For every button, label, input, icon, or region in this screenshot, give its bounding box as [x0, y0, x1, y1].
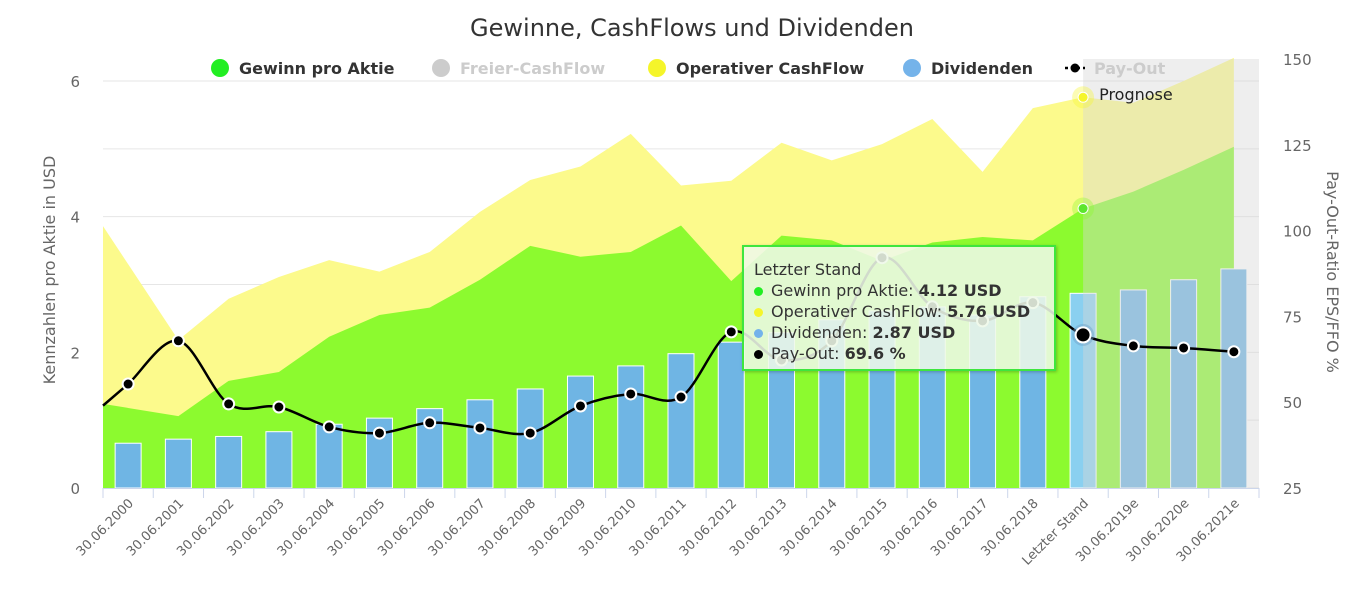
- bar-dividenden: [114, 442, 142, 489]
- legend-label: Operativer CashFlow: [676, 59, 864, 78]
- pay-out-point: [724, 325, 738, 339]
- pay-out-point: [624, 387, 638, 401]
- bar-dividenden: [717, 341, 745, 489]
- tooltip: Letzter Stand Gewinn pro Aktie: 4.12 USD…: [742, 245, 1056, 371]
- bar-dividenden: [164, 438, 192, 489]
- legend-label: Pay-Out: [1094, 59, 1166, 78]
- y-right-tick-label: 100: [1283, 223, 1312, 241]
- bar-dividenden: [265, 431, 293, 489]
- tooltip-row-payout: Pay-Out: 69.6 %: [754, 344, 906, 363]
- pay-out-point: [1126, 339, 1140, 353]
- tooltip-row-dividends: Dividenden: 2.87 USD: [754, 323, 955, 342]
- bar-dividenden: [617, 365, 645, 489]
- area-series: [103, 57, 1234, 488]
- legend: Gewinn pro Aktie Freier-CashFlow Operative…: [211, 59, 1166, 78]
- y-axis-left-title: Kennzahlen pro Aktie in USD: [40, 156, 59, 385]
- bar-dividenden: [566, 375, 594, 489]
- legend-label: Dividenden: [931, 59, 1033, 78]
- eps-dot-icon: [754, 287, 763, 296]
- pay-out-point: [171, 334, 185, 348]
- tooltip-value: 69.6 %: [844, 344, 906, 363]
- tooltip-value: 2.87 USD: [872, 323, 956, 342]
- ocf-dot-icon: [754, 308, 763, 317]
- pay-out-point: [573, 399, 587, 413]
- tooltip-value: 5.76 USD: [947, 302, 1031, 321]
- tooltip-row-eps: Gewinn pro Aktie: 4.12 USD: [754, 281, 1002, 300]
- y-left-tick-label: 4: [70, 209, 80, 227]
- legend-item-freier-cashflow[interactable]: Freier-CashFlow: [432, 59, 605, 78]
- y-left-tick-label: 0: [70, 480, 80, 498]
- y-right-tick-label: 125: [1283, 137, 1312, 155]
- pay-out-point: [1074, 326, 1092, 344]
- legend-dot-icon: [211, 59, 229, 77]
- legend-item-gewinn-pro-aktie[interactable]: Gewinn pro Aktie: [211, 59, 395, 78]
- tooltip-label: Operativer CashFlow:: [771, 302, 948, 321]
- legend-dot-icon: [903, 59, 921, 77]
- legend-item-dividenden[interactable]: Dividenden: [903, 59, 1033, 78]
- hover-marker: [1077, 203, 1089, 215]
- y-right-tick-label: 150: [1283, 51, 1312, 69]
- legend-item-operativer-cashflow[interactable]: Operativer CashFlow: [648, 59, 864, 78]
- tooltip-label: Pay-Out:: [771, 344, 845, 363]
- forecast-band: Prognose: [1072, 59, 1259, 488]
- tooltip-row-ocf: Operativer CashFlow: 5.76 USD: [754, 302, 1030, 321]
- line-series: [102, 251, 1241, 440]
- pay-out-point: [523, 426, 537, 440]
- pay-out-point: [1227, 345, 1241, 359]
- bar-dividenden: [667, 353, 695, 489]
- payout-dot-icon: [754, 350, 763, 359]
- pay-out-point: [272, 400, 286, 414]
- pay-out-point: [372, 426, 386, 440]
- forecast-band-rect: [1083, 59, 1259, 488]
- pay-out-point: [423, 416, 437, 430]
- legend-label: Gewinn pro Aktie: [239, 59, 395, 78]
- y-left-tick-label: 6: [70, 73, 80, 91]
- pay-out-point: [222, 397, 236, 411]
- y-right-tick-label: 75: [1283, 308, 1302, 326]
- pay-out-point: [322, 420, 336, 434]
- area-gewinn-pro-aktie: [103, 146, 1234, 488]
- bar-dividenden: [215, 435, 243, 489]
- bar-dividenden: [315, 423, 343, 489]
- bar-dividenden: [1119, 289, 1147, 489]
- pay-out-point: [674, 390, 688, 404]
- legend-label: Freier-CashFlow: [460, 59, 605, 78]
- chart-title: Gewinne, CashFlows und Dividenden: [470, 14, 914, 42]
- tooltip-value: 4.12 USD: [918, 281, 1002, 300]
- hover-marker: [1077, 91, 1089, 103]
- pay-out-point: [473, 421, 487, 435]
- y-left-tick-label: 2: [70, 344, 80, 362]
- y-right-tick-label: 25: [1283, 480, 1302, 498]
- legend-item-pay-out[interactable]: Pay-Out: [1065, 59, 1166, 78]
- pay-out-point: [121, 377, 135, 391]
- tooltip-header: Letzter Stand: [754, 260, 862, 279]
- y-right-tick-label: 50: [1283, 394, 1302, 412]
- pay-out-point: [1177, 341, 1191, 355]
- legend-dot-icon: [648, 59, 666, 77]
- legend-marker-icon: [1070, 63, 1080, 73]
- tooltip-label: Dividenden:: [771, 323, 873, 342]
- tooltip-label: Gewinn pro Aktie:: [771, 281, 919, 300]
- forecast-band-label: Prognose: [1099, 85, 1173, 104]
- bar-dividenden: [1069, 292, 1097, 489]
- dividend-dot-icon: [754, 329, 763, 338]
- legend-dot-icon: [432, 59, 450, 77]
- bar-dividenden: [466, 399, 494, 489]
- y-axis-right-title: Pay-Out-Ratio EPS/FFO %: [1323, 171, 1342, 373]
